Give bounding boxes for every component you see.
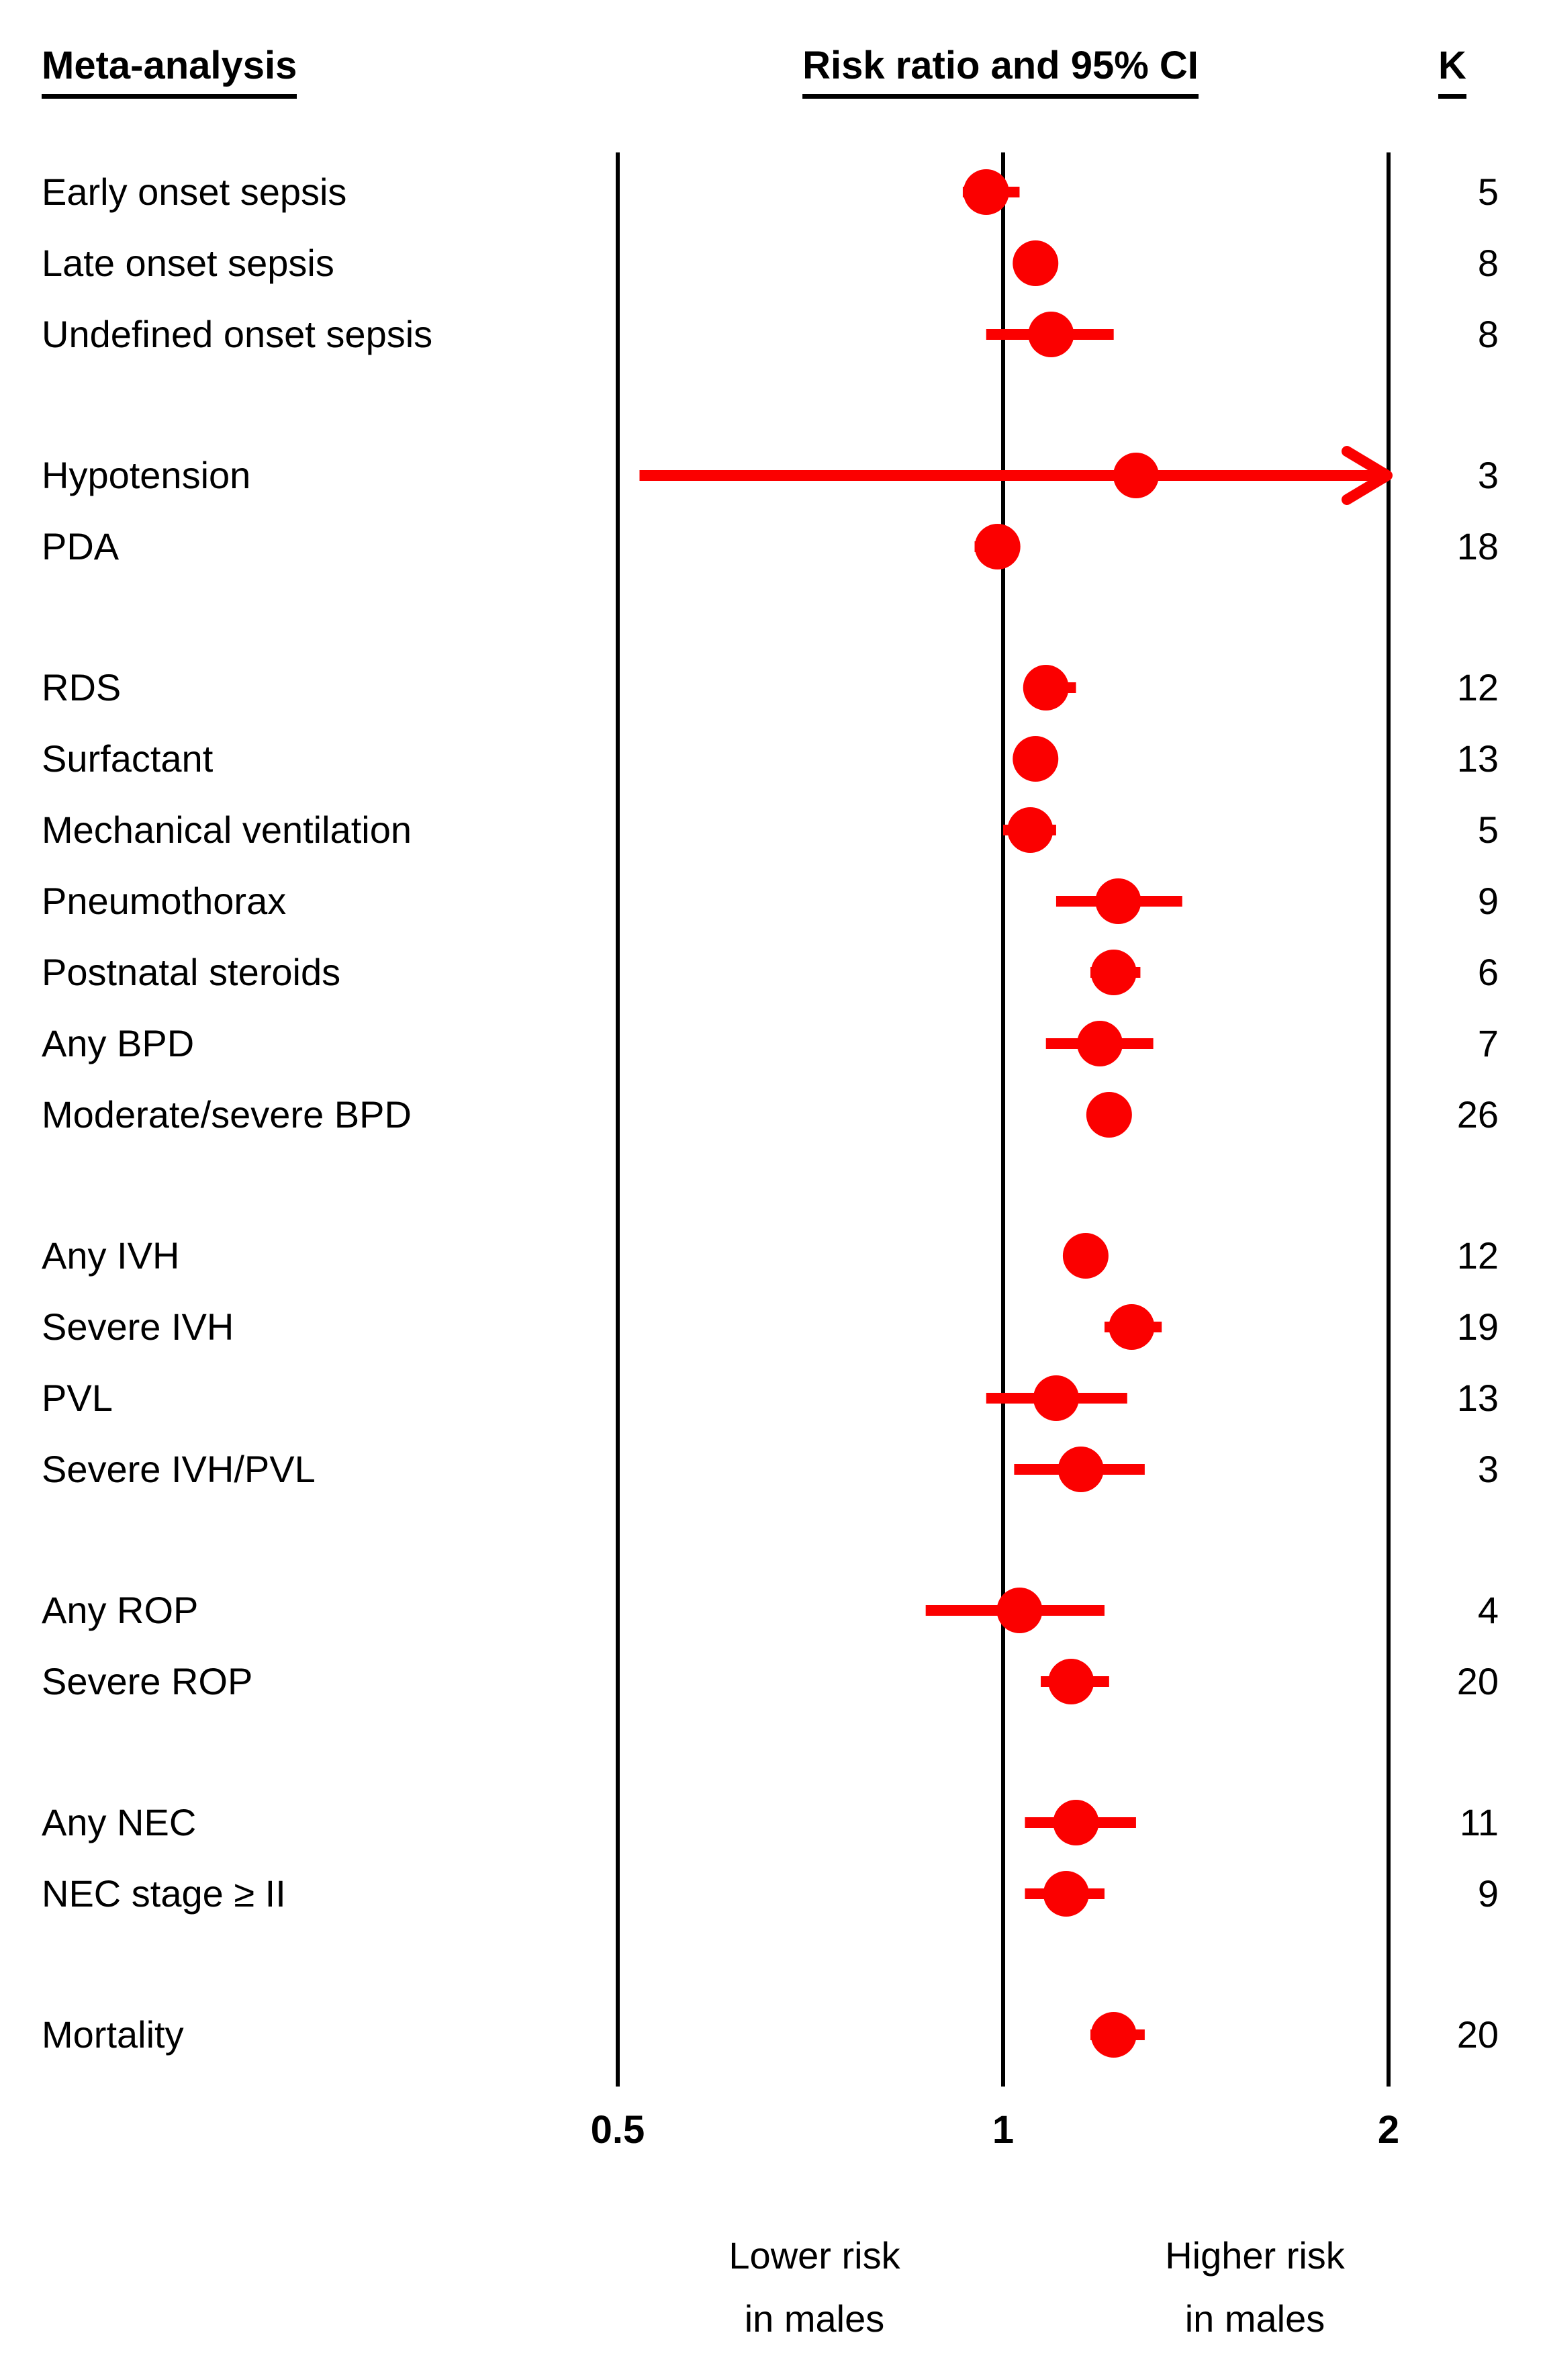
- point-estimate: [1033, 1375, 1079, 1421]
- row-label: Postnatal steroids: [42, 951, 341, 993]
- row-label: Moderate/severe BPD: [42, 1093, 412, 1136]
- k-value: 18: [1456, 525, 1499, 567]
- row-label: Hypotension: [42, 454, 251, 496]
- row-label: PDA: [42, 525, 120, 567]
- k-value: 6: [1477, 951, 1499, 993]
- row-label: RDS: [42, 666, 122, 708]
- row-label: Early onset sepsis: [42, 171, 347, 213]
- x-tick-1: 1: [992, 2108, 1015, 2152]
- point-estimate: [1095, 878, 1141, 924]
- k-value: 7: [1477, 1022, 1499, 1064]
- k-value: 5: [1477, 171, 1499, 213]
- point-estimate: [1062, 1233, 1109, 1279]
- annotation-lower-risk-line2: in males: [744, 2297, 885, 2340]
- x-tick-0_5: 0.5: [590, 2108, 645, 2152]
- point-estimate: [1113, 453, 1159, 498]
- row-label: Any ROP: [42, 1589, 199, 1631]
- row-label: Any IVH: [42, 1234, 180, 1277]
- point-estimate: [1043, 1871, 1089, 1917]
- k-value: 11: [1459, 1801, 1499, 1843]
- point-estimate: [996, 1588, 1043, 1633]
- point-estimate: [974, 524, 1021, 569]
- point-estimate: [1028, 312, 1074, 357]
- row-label: Severe IVH/PVL: [42, 1448, 316, 1490]
- k-value: 3: [1477, 454, 1499, 496]
- row-label: Mortality: [42, 2013, 184, 2056]
- point-estimate: [1023, 665, 1069, 711]
- row-label: PVL: [42, 1377, 113, 1419]
- column-header-k: K: [1438, 43, 1466, 99]
- k-value: 5: [1477, 809, 1499, 851]
- k-value: 3: [1477, 1448, 1499, 1490]
- row-label: Undefined onset sepsis: [42, 313, 433, 355]
- point-estimate: [1090, 950, 1137, 995]
- annotation-higher-risk: Higher risk in males: [1067, 2224, 1443, 2350]
- column-header-k-text: K: [1438, 43, 1466, 99]
- k-value: 12: [1456, 666, 1499, 708]
- point-estimate: [963, 169, 1009, 215]
- row-label: Late onset sepsis: [42, 242, 334, 284]
- point-estimate: [1077, 1021, 1123, 1066]
- point-estimate: [1048, 1659, 1094, 1704]
- point-estimate: [1090, 2012, 1137, 2058]
- point-estimate: [1013, 240, 1059, 286]
- k-value: 19: [1456, 1306, 1499, 1348]
- k-value: 20: [1456, 2013, 1499, 2056]
- row-label: Severe ROP: [42, 1660, 253, 1702]
- point-estimate: [1086, 1092, 1132, 1138]
- annotation-higher-risk-line1: Higher risk: [1165, 2234, 1345, 2277]
- row-label: NEC stage ≥ II: [42, 1872, 286, 1915]
- x-tick-2: 2: [1377, 2108, 1400, 2152]
- k-value: 13: [1456, 1377, 1499, 1419]
- annotation-lower-risk-line1: Lower risk: [729, 2234, 900, 2277]
- annotation-higher-risk-line2: in males: [1184, 2297, 1325, 2340]
- k-value: 9: [1477, 1872, 1499, 1915]
- point-estimate: [1058, 1447, 1104, 1492]
- k-value: 8: [1477, 242, 1499, 284]
- row-label: Any BPD: [42, 1022, 195, 1064]
- k-value: 13: [1456, 737, 1499, 780]
- row-label: Pneumothorax: [42, 880, 287, 922]
- column-header-meta-analysis: Meta-analysis: [42, 43, 297, 99]
- point-estimate: [1007, 807, 1053, 853]
- k-value: 8: [1477, 313, 1499, 355]
- k-value: 20: [1456, 1660, 1499, 1702]
- point-estimate: [1013, 736, 1059, 782]
- ci-arrow-right-icon: [1342, 446, 1393, 505]
- point-estimate: [1109, 1304, 1155, 1350]
- column-header-risk-ratio: Risk ratio and 95% CI: [802, 43, 1199, 99]
- k-value: 26: [1456, 1093, 1499, 1136]
- point-estimate: [1053, 1800, 1099, 1845]
- column-header-risk-ratio-text: Risk ratio and 95% CI: [802, 43, 1199, 99]
- annotation-lower-risk: Lower risk in males: [626, 2224, 1002, 2350]
- k-value: 4: [1477, 1589, 1499, 1631]
- column-header-meta-analysis-text: Meta-analysis: [42, 43, 297, 99]
- k-value: 12: [1456, 1234, 1499, 1277]
- row-label: Surfactant: [42, 737, 214, 780]
- row-label: Any NEC: [42, 1801, 197, 1843]
- k-value: 9: [1477, 880, 1499, 922]
- row-label: Mechanical ventilation: [42, 809, 412, 851]
- row-label: Severe IVH: [42, 1306, 234, 1348]
